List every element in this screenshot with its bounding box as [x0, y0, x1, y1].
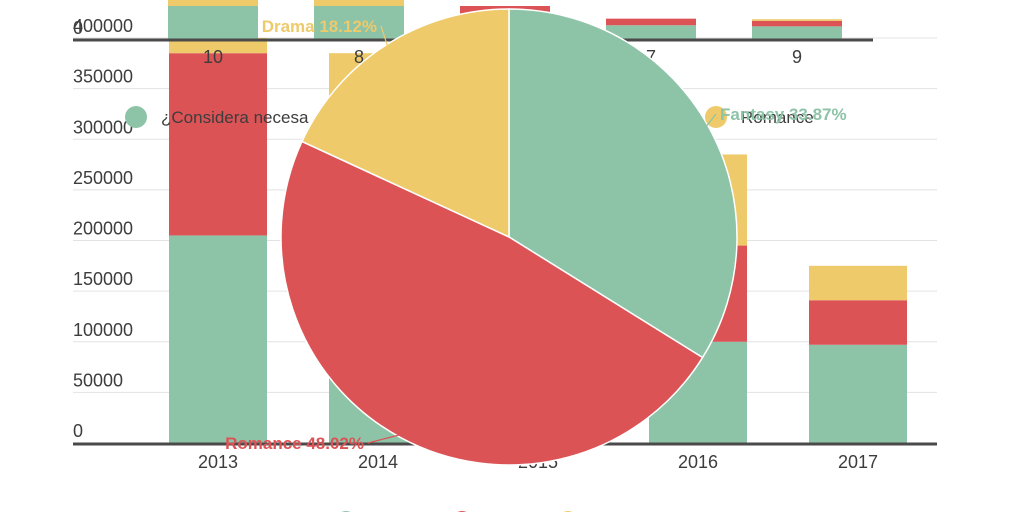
top-legend-right: Romance [705, 106, 814, 128]
x-tick-label: 2013 [198, 452, 238, 472]
bar-segment [809, 344, 907, 443]
y-tick-label: 100000 [73, 320, 133, 340]
pie-label: Fantasy 33.87% [720, 105, 847, 124]
legend-label-0[interactable]: ¿Considera necesa [161, 108, 309, 127]
y-tick-label: 50000 [73, 370, 123, 390]
pie-slice [280, 140, 704, 466]
pie-slice [300, 8, 510, 239]
y-tick-label: 150000 [73, 269, 133, 289]
mini-bar-segment [168, 0, 258, 6]
bar-segment [169, 38, 267, 54]
pie-leader-line [704, 113, 717, 129]
bar-segment [809, 300, 907, 345]
top-legend: ¿Considera necesa [125, 106, 309, 128]
x-tick-label: 2014 [358, 452, 398, 472]
bar-segment [169, 53, 267, 236]
mini-bar-segment [606, 18, 696, 26]
mini-bar-segment [752, 19, 842, 21]
x-tick-label: 2016 [678, 452, 718, 472]
pie-label: Romance 48.02% [225, 434, 364, 453]
pie-label: Drama 18.12% [262, 17, 377, 36]
legend-marker-0[interactable] [125, 106, 147, 128]
legend-marker-1[interactable] [705, 106, 727, 128]
mini-bar-segment [314, 6, 404, 39]
pie-leader-line [367, 433, 403, 444]
bar-segment [169, 235, 267, 443]
mini-x-tick-label: 7 [646, 47, 656, 67]
mini-bar-segment [168, 6, 258, 39]
mini-x-tick-label: 8 [354, 47, 364, 67]
y-tick-label: 350000 [73, 67, 133, 87]
mini-bar-segment [752, 26, 842, 39]
legend-label-1[interactable]: Romance [741, 108, 814, 127]
mini-x-tick-label: 9 [792, 47, 802, 67]
y-tick-label: 0 [73, 421, 83, 441]
y-tick-label: 200000 [73, 219, 133, 239]
mini-x-tick-label: 10 [203, 47, 223, 67]
x-tick-label: 2017 [838, 452, 878, 472]
mini-bar-segment [314, 0, 404, 6]
pie-slice [508, 8, 738, 359]
bar-segment [809, 265, 907, 301]
pie-leader-line [380, 25, 389, 49]
pie-labels: Fantasy 33.87% Romance 48.02% Drama 18.12% [225, 17, 847, 453]
mini-bar-segment [606, 25, 696, 39]
pie-chart [280, 8, 738, 466]
y-tick-label: 300000 [73, 117, 133, 137]
mini-y-tick-label: 0 [73, 18, 83, 38]
y-tick-label: 400000 [73, 16, 133, 36]
mini-bar-segment [752, 20, 842, 27]
y-tick-label: 250000 [73, 168, 133, 188]
